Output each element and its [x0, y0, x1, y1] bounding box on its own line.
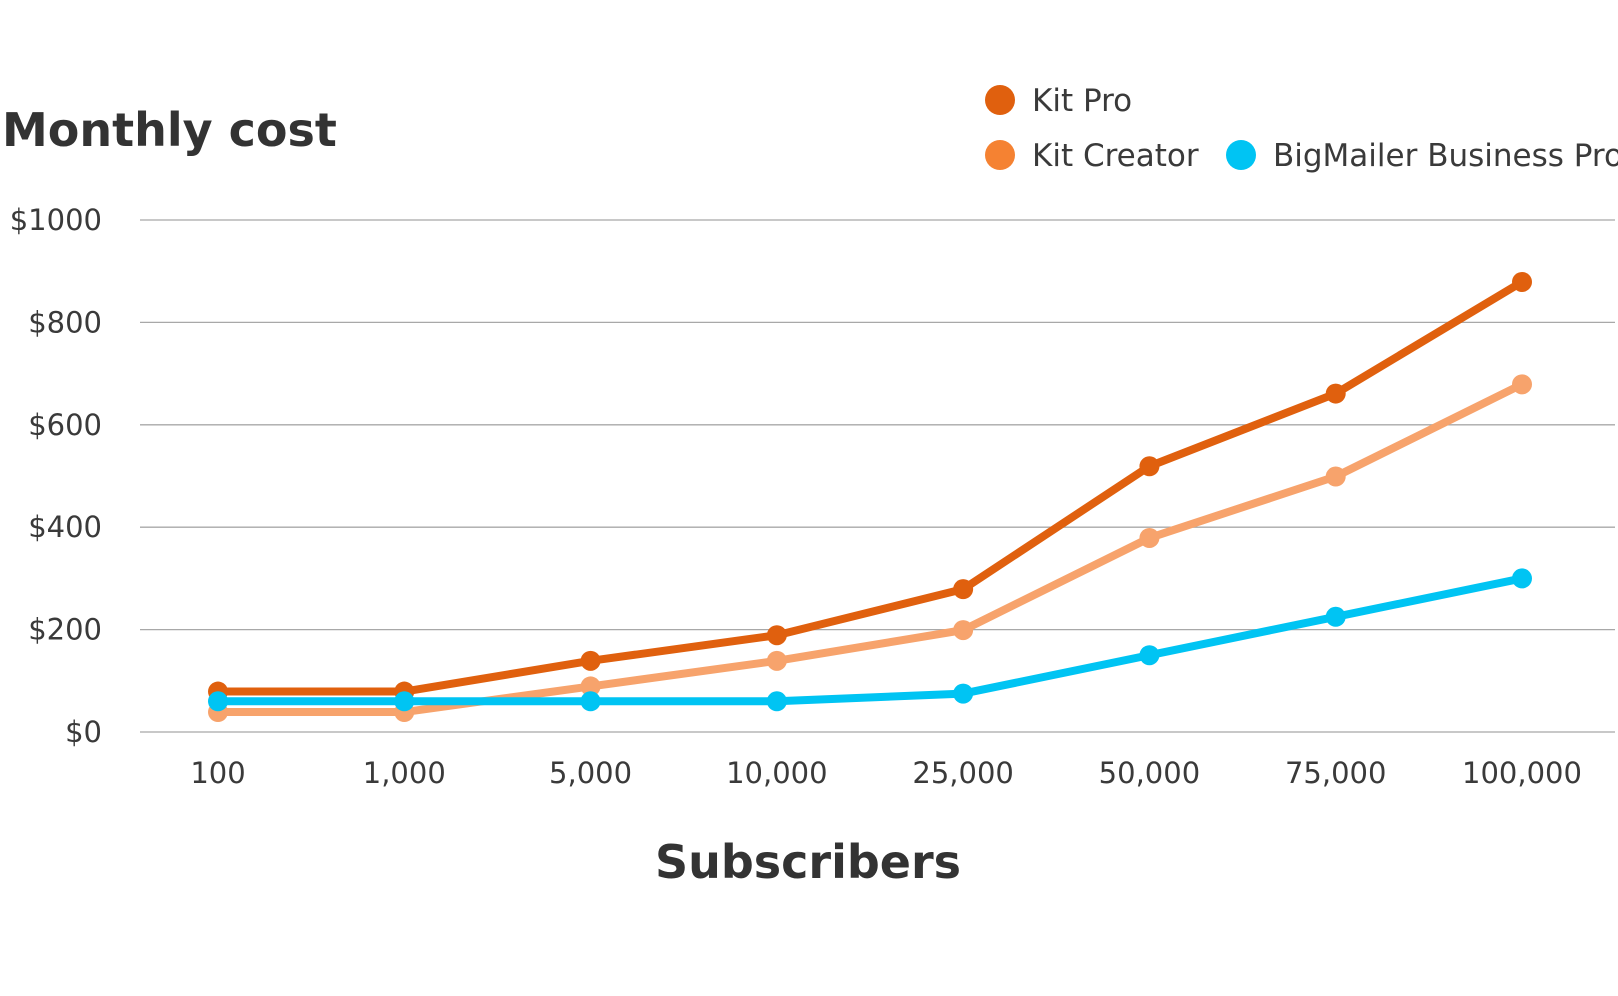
data-point [580, 650, 601, 671]
legend-item: BigMailer Business Pro [1226, 138, 1618, 174]
data-point [1325, 466, 1346, 487]
data-point [953, 579, 974, 600]
data-point [766, 625, 787, 646]
data-point [1325, 606, 1346, 627]
data-point [580, 676, 601, 697]
legend-marker [985, 85, 1015, 115]
x-tick-label: 100 [190, 756, 245, 790]
y-tick-label: $200 [28, 613, 102, 647]
series-line [214, 277, 1526, 696]
legend-marker [985, 140, 1015, 170]
x-tick-label: 75,000 [1285, 756, 1386, 790]
data-point [580, 691, 601, 712]
y-tick-label: $800 [28, 305, 102, 339]
x-axis-ticks: 100 1,000 5,000 10,000 25,000 50,000 75,000 100… [190, 756, 1582, 790]
data-point [766, 650, 787, 671]
y-tick-label: $400 [28, 510, 102, 544]
data-point [766, 691, 787, 712]
y-axis-title: Monthly cost [2, 103, 337, 157]
data-point [1512, 568, 1532, 589]
y-axis-ticks: $0 $200 $400 $600 $800 $1000 [10, 203, 102, 749]
legend-label: Kit Creator [1032, 138, 1199, 174]
y-tick-label: $600 [28, 408, 102, 442]
y-tick-label: $1000 [10, 203, 102, 237]
series-line [214, 574, 1526, 706]
data-point [394, 691, 415, 712]
series-group [208, 568, 1532, 712]
data-point [1139, 527, 1160, 548]
x-tick-label: 10,000 [726, 756, 827, 790]
series-line [214, 380, 1526, 717]
legend-label: Kit Pro [1032, 83, 1132, 119]
x-tick-label: 50,000 [1099, 756, 1200, 790]
x-tick-label: 100,000 [1462, 756, 1582, 790]
x-tick-label: 1,000 [363, 756, 446, 790]
data-point [1512, 374, 1532, 395]
legend-marker [1226, 140, 1256, 170]
x-tick-label: 5,000 [549, 756, 632, 790]
data-point [1325, 383, 1346, 404]
data-point [208, 691, 228, 712]
legend: Kit Pro Kit Creator BigMailer Business Pro [985, 83, 1618, 174]
data-point [1139, 456, 1160, 477]
data-point [1512, 271, 1532, 292]
series-group [208, 271, 1532, 702]
x-tick-label: 25,000 [912, 756, 1013, 790]
gridlines [140, 219, 1615, 733]
legend-label: BigMailer Business Pro [1273, 138, 1618, 174]
y-tick-label: $0 [65, 715, 102, 749]
data-point [953, 620, 974, 641]
legend-item: Kit Creator [985, 138, 1199, 174]
x-axis-title: Subscribers [655, 835, 961, 889]
data-point [1139, 645, 1160, 666]
series-lines [208, 271, 1532, 723]
legend-item: Kit Pro [985, 83, 1132, 119]
series-group [208, 374, 1532, 723]
data-point [953, 683, 974, 704]
